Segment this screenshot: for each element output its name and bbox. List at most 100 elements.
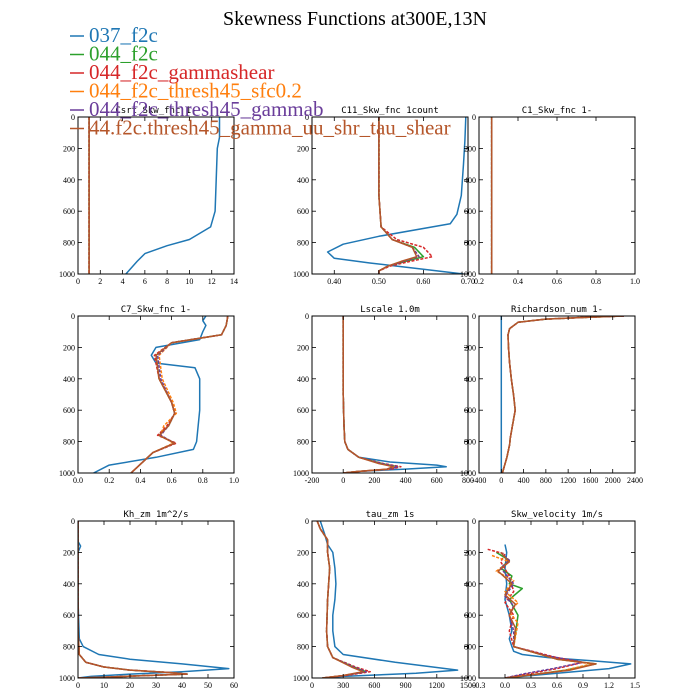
y-tick-label: 1000	[293, 270, 309, 279]
series-line-044-f2c-thresh45-sfc0-2	[342, 316, 396, 473]
plot-frame	[311, 315, 469, 474]
series-line-037-f2c	[78, 521, 230, 678]
series-line-044-f2c	[501, 316, 624, 473]
x-tick-label: 1.0	[630, 277, 640, 286]
legend-label: 044_f2c_thresh45_sfc0.2	[89, 79, 302, 103]
panel-title: tau_zm 1s	[366, 510, 415, 520]
series-line-044-f2c	[316, 521, 367, 678]
series-line-037-f2c	[342, 316, 447, 473]
x-tick-label: 0.40	[327, 277, 341, 286]
legend: 037_f2c044_f2c044_f2c_gammashear044_f2c_…	[70, 23, 451, 140]
panel-title: C1_Skw_fnc 1-	[522, 106, 592, 116]
x-tick-label: 1200	[560, 476, 576, 485]
y-tick-label: 400	[464, 375, 476, 384]
x-tick-label: 20	[126, 681, 134, 690]
x-tick-label: 200	[368, 476, 380, 485]
legend-label: 44.f2c.thresh45_gamma_uu_shr_tau_shear	[89, 116, 451, 140]
x-tick-label: 1500	[460, 681, 476, 690]
x-tick-label: 1600	[582, 476, 598, 485]
legend-item: 037_f2c	[70, 23, 158, 47]
y-tick-label: 0	[71, 312, 75, 321]
x-tick-label: 600	[431, 476, 443, 485]
series-line-044-f2c-gammashear	[130, 316, 229, 473]
x-tick-label: 8	[165, 277, 169, 286]
y-tick-label: 600	[464, 207, 476, 216]
y-tick-label: 1000	[293, 469, 309, 478]
x-tick-label: 600	[368, 681, 380, 690]
series-group	[500, 316, 624, 473]
y-tick-label: 600	[297, 406, 309, 415]
y-tick-label: 600	[63, 207, 75, 216]
y-tick-label: 1000	[59, 270, 75, 279]
series-line-44-f2c-thresh45-gamma-uu-shr-tau-shear	[78, 521, 188, 678]
series-line-44-f2c-thresh45-gamma-uu-shr-tau-shear	[378, 117, 418, 274]
y-tick-label: 400	[464, 580, 476, 589]
y-tick-label: 0	[305, 517, 309, 526]
series-line-044-f2c-thresh45-gammab	[316, 521, 367, 678]
legend-label: 037_f2c	[89, 23, 158, 47]
panel-7: Kh_zm 1m^2/s0 10 20 30 40 50 60020040060080010…	[59, 510, 238, 690]
series-line-044-f2c	[378, 117, 425, 274]
series-line-044-f2c-gammashear	[378, 117, 434, 274]
y-tick-label: 400	[297, 375, 309, 384]
x-tick-label: 6	[143, 277, 147, 286]
x-tick-label: 14	[230, 277, 238, 286]
figure-title: Skewness Functions at300E,13N	[223, 8, 487, 30]
series-group	[93, 316, 229, 473]
x-tick-label: 0	[499, 476, 503, 485]
y-tick-label: 200	[464, 343, 476, 352]
panel-title: C11_Skw_fnc 1count	[341, 106, 439, 116]
plot-frame	[311, 520, 469, 679]
y-tick-label: 0	[305, 312, 309, 321]
x-tick-label: 0.8	[591, 277, 601, 286]
x-tick-label: 400	[400, 476, 412, 485]
series-line-044-f2c-gammashear	[342, 316, 402, 473]
x-tick-label: 400	[518, 476, 530, 485]
y-tick-label: 800	[297, 643, 309, 652]
y-tick-label: 800	[464, 438, 476, 447]
x-tick-label: 60	[230, 681, 238, 690]
x-tick-label: 0.70	[461, 277, 475, 286]
plot-frame	[478, 315, 636, 474]
y-tick-label: 200	[63, 144, 75, 153]
y-tick-label: 200	[297, 144, 309, 153]
series-line-037-f2c	[319, 521, 459, 678]
panel-9: Skw_velocity 1m/s -0.3 0.0 0.3 0.6 0.9 1.2 1.5 0…	[460, 510, 640, 690]
panel-title: Richardson_num 1-	[511, 305, 603, 315]
y-tick-label: 600	[63, 406, 75, 415]
x-tick-label: 2400	[627, 476, 643, 485]
x-tick-label: -400	[472, 476, 487, 485]
y-tick-label: 0	[305, 113, 309, 122]
x-tick-label: 0.6	[167, 476, 177, 485]
x-tick-label: 0.2	[474, 277, 484, 286]
panel-6: Richardson_num 1- -400 0 400 800 1200 1600 2000…	[460, 305, 643, 485]
series-line-44-f2c-thresh45-gamma-uu-shr-tau-shear	[316, 521, 364, 678]
series-line-044-f2c-thresh45-gammab	[342, 316, 399, 473]
x-tick-label: 2000	[605, 476, 621, 485]
panel-title: Lscale 1.0m	[360, 305, 420, 315]
y-tick-label: 400	[63, 176, 75, 185]
y-tick-label: 1000	[59, 674, 75, 683]
series-line-037-f2c	[125, 117, 221, 274]
y-tick-label: 200	[63, 343, 75, 352]
y-tick-label: 400	[63, 375, 75, 384]
plot-frame	[77, 116, 235, 275]
series-line-037-f2c	[326, 117, 467, 274]
y-tick-label: 400	[297, 580, 309, 589]
x-tick-label: 800	[540, 476, 552, 485]
y-tick-label: 800	[464, 643, 476, 652]
x-tick-label: 10	[100, 681, 108, 690]
panel-2: C11_Skw_fnc 1count 0.40 0.50 0.60 0.70 0 200 40…	[293, 106, 475, 286]
legend-item: 044_f2c	[70, 42, 158, 66]
x-tick-label: -0.3	[473, 681, 486, 690]
y-tick-label: 800	[297, 239, 309, 248]
y-tick-label: 600	[464, 406, 476, 415]
x-tick-label: 0.4	[513, 277, 523, 286]
x-tick-label: 2	[98, 277, 102, 286]
legend-item: 044_f2c_thresh45_sfc0.2	[70, 79, 302, 103]
x-tick-label: 0.2	[104, 476, 114, 485]
y-tick-label: 800	[63, 643, 75, 652]
series-line-044-f2c-thresh45-gammab	[499, 551, 584, 678]
panel-4: C7_Skw_fnc 1- 0.0 0.2 0.4 0.6 0.8 1.0 0 200 400 60…	[59, 305, 239, 485]
y-tick-label: 1000	[59, 469, 75, 478]
